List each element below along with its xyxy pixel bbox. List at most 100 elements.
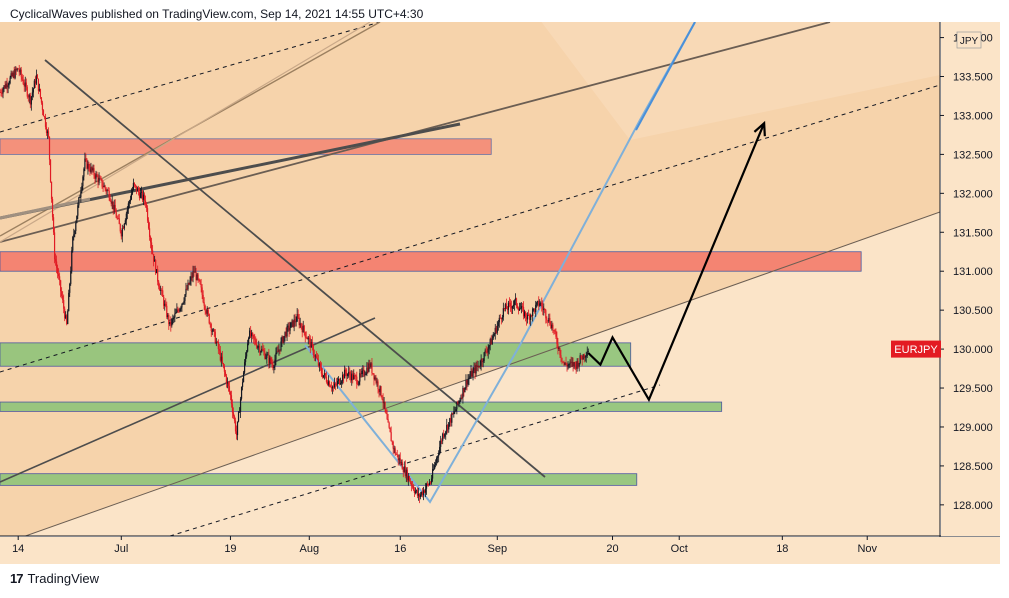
candle-body [210, 324, 212, 332]
candle-body [357, 384, 359, 385]
candle-body [487, 348, 489, 353]
candle-body [493, 333, 495, 337]
support-zone[interactable] [0, 473, 638, 486]
candle-body [105, 188, 107, 192]
candle-body [40, 97, 43, 103]
candle-body [233, 416, 236, 421]
candle-body [403, 466, 405, 473]
support-zone[interactable] [0, 401, 723, 412]
candle-body [167, 315, 169, 318]
candle-body [126, 209, 128, 214]
candle-body [212, 329, 214, 331]
y-tick-label: 129.500 [953, 383, 993, 395]
candle-body [79, 197, 81, 199]
candle-body [205, 310, 207, 314]
candle-body [557, 343, 559, 349]
candle-body [307, 337, 309, 340]
x-tick-label: 20 [606, 543, 618, 555]
candle-body [472, 370, 474, 377]
candle-body [42, 110, 45, 117]
candle-body [446, 425, 448, 432]
candle-body [5, 83, 7, 89]
price-axis-background[interactable] [941, 22, 1000, 536]
y-tick-label: 128.500 [953, 461, 993, 473]
candle-body [434, 464, 436, 469]
candle-body [587, 351, 589, 353]
x-tick-label: 18 [776, 543, 788, 555]
candle-body [489, 339, 491, 346]
candle-body [94, 175, 96, 179]
candle-body [215, 341, 217, 344]
candle-body [145, 204, 148, 209]
candle-body [252, 332, 254, 335]
resistance-zone[interactable] [0, 251, 862, 272]
candle-body [324, 373, 327, 377]
candle-body [448, 422, 450, 430]
resistance-zone[interactable] [0, 138, 492, 155]
candle-body [320, 367, 323, 374]
candle-body [497, 322, 499, 326]
y-tick-label: 131.000 [953, 266, 993, 278]
candle-body [454, 411, 456, 413]
candle-body [193, 271, 195, 273]
candle-body [346, 372, 348, 376]
candle-body [401, 462, 403, 470]
candle-body [88, 163, 90, 170]
candle-body [254, 338, 256, 340]
x-tick-label: Sep [488, 543, 508, 555]
candle-body [231, 404, 234, 413]
candle-body [25, 82, 27, 88]
candle-body [395, 454, 397, 455]
candle-body [477, 365, 479, 367]
candle-body [308, 337, 310, 339]
candle-body [262, 348, 264, 351]
candle-body [137, 188, 140, 193]
candle-body [474, 367, 476, 374]
candle-body [18, 69, 20, 73]
candle-body [28, 95, 30, 98]
candle-body [107, 190, 109, 191]
candle-body [120, 231, 122, 237]
candle-body [496, 325, 498, 333]
candle-body [19, 69, 21, 73]
candle-body [15, 69, 17, 71]
candle-body [130, 193, 132, 200]
candle-body [250, 330, 252, 337]
candle-body [565, 362, 567, 365]
candle-body [69, 283, 71, 293]
candle-body [156, 269, 158, 274]
candle-body [185, 288, 187, 295]
candle-body [247, 343, 249, 352]
candle-body [164, 303, 166, 306]
candle-body [574, 362, 576, 365]
x-tick-label: 19 [224, 543, 236, 555]
candle-body [168, 315, 170, 325]
candle-body [278, 349, 280, 352]
candle-body [388, 422, 390, 428]
candle-body [573, 362, 575, 367]
candle-body [569, 361, 571, 365]
channel-band-upper [541, 22, 940, 140]
candle-body [549, 317, 551, 325]
candle-body [353, 375, 355, 380]
candle-body [136, 188, 139, 192]
candle-body [6, 83, 8, 88]
candle-body [440, 440, 442, 447]
candle-body [109, 198, 111, 202]
candle-body [92, 168, 94, 171]
candle-body [305, 337, 307, 339]
x-tick-label: 16 [394, 543, 406, 555]
candle-body [63, 300, 65, 309]
candle-body [0, 92, 2, 94]
candle-body [373, 373, 375, 380]
candle-body [511, 306, 514, 309]
candle-body [161, 290, 163, 291]
tradingview-logo[interactable]: 17 TradingView [10, 571, 99, 586]
candle-body [524, 311, 527, 318]
candle-body [550, 324, 552, 329]
candle-body [277, 351, 279, 353]
candle-body [436, 457, 438, 463]
time-axis-background[interactable] [0, 537, 1000, 564]
candle-body [439, 446, 441, 454]
